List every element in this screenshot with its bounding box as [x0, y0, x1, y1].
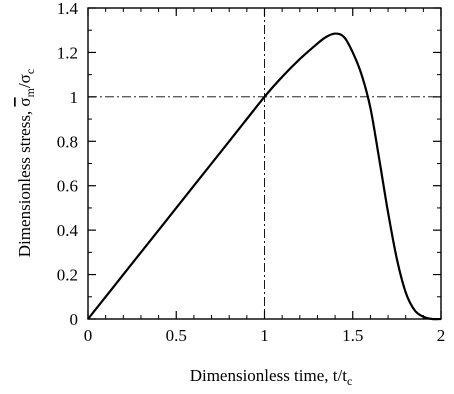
x-tick-label: 2 [437, 326, 446, 345]
y-tick-label: 0.6 [57, 177, 78, 196]
y-tick-label: 0.8 [57, 132, 78, 151]
reference-lines-group [88, 8, 441, 319]
y-tick-label: 0.2 [57, 266, 78, 285]
series-line [87, 32, 442, 321]
y-tick-label: 1 [70, 88, 79, 107]
y-tick-label: 1.2 [57, 43, 78, 62]
x-tick-label: 1.5 [342, 326, 363, 345]
y-axis-label: Dimensionless stress, σm/σc [15, 69, 37, 257]
y-tick-label: 0.4 [57, 221, 79, 240]
overlined-sigma: σ [15, 97, 34, 106]
x-axis-label: Dimensionless time, t/tc [190, 366, 353, 388]
y-tick-label: 1.4 [57, 0, 79, 18]
plot-frame [87, 7, 442, 320]
x-tick-label: 1 [260, 326, 269, 345]
y-tick-label: 0 [70, 310, 79, 329]
x-tick-label: 0.5 [166, 326, 187, 345]
x-tick-label: 0 [84, 326, 93, 345]
series-group [87, 32, 442, 321]
tick-labels-group: 0 0.5 1 1.5 2 0 0.2 0.4 0.6 0.8 1 1.2 1.4 [57, 0, 446, 345]
